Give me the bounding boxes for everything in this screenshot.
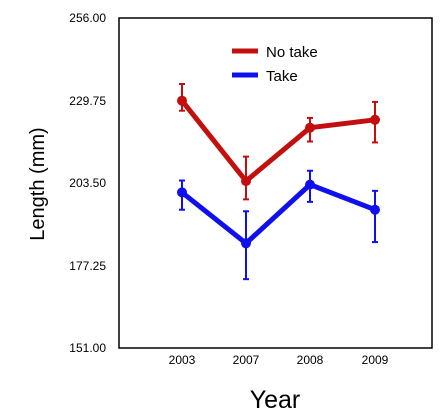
series-line-take <box>179 182 378 246</box>
y-tick-label: 229.75 <box>69 94 106 108</box>
legend-label-take: Take <box>266 68 298 85</box>
data-point <box>177 95 187 106</box>
y-tick-label: 256.00 <box>69 11 106 25</box>
data-point <box>305 122 315 133</box>
series-layer <box>177 83 380 281</box>
x-tick-label: 2003 <box>169 353 196 367</box>
y-axis-title: Length (mm) <box>27 127 49 240</box>
series-no-take <box>177 83 380 201</box>
legend-label-no-take: No take <box>266 44 318 61</box>
y-tick-label: 151.00 <box>69 341 106 355</box>
y-tick-label: 177.25 <box>69 259 106 273</box>
x-tick-label: 2008 <box>297 353 324 367</box>
x-axis-title: Year <box>250 386 301 414</box>
x-tick-label: 2007 <box>233 353 260 367</box>
series-line-no-take <box>179 98 378 184</box>
y-tick-label: 203.50 <box>69 176 106 190</box>
data-point <box>370 114 380 125</box>
x-tick-label: 2009 <box>362 353 389 367</box>
data-point <box>241 238 251 249</box>
data-point <box>241 176 251 187</box>
data-point <box>370 204 380 215</box>
data-point <box>305 179 315 190</box>
data-point <box>177 187 187 198</box>
series-take <box>177 169 380 281</box>
legend: No take Take <box>232 44 318 85</box>
plot-area-frame <box>118 17 433 349</box>
